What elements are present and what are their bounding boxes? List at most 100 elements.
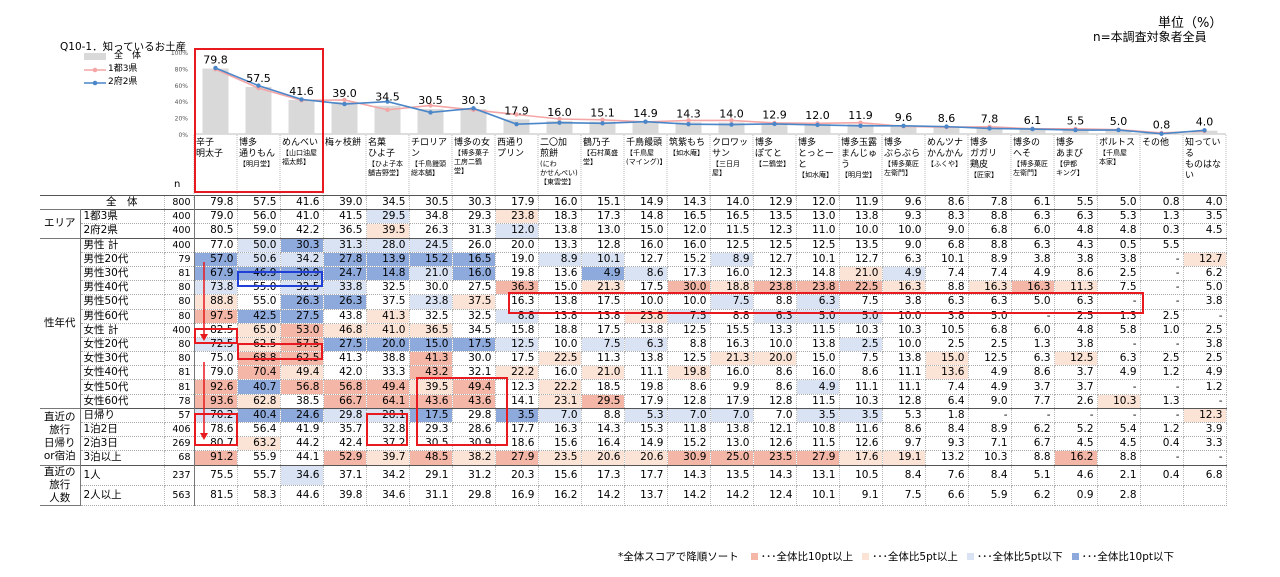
cell: 5.0 xyxy=(1097,194,1141,211)
cell: 15.2 xyxy=(667,252,711,267)
bar-17 xyxy=(890,126,917,134)
point-s2-18 xyxy=(944,124,949,129)
cell: 13.7 xyxy=(624,485,668,506)
cell: 97.5 xyxy=(194,309,238,324)
cell: 13.8 xyxy=(538,223,582,239)
column-name: 辛子 明太子 xyxy=(196,138,224,159)
cell: 88.8 xyxy=(194,294,238,310)
cell: 62.5 xyxy=(237,337,281,353)
cell: - xyxy=(1140,450,1184,466)
point-s2-5 xyxy=(385,99,390,104)
cell: 66.7 xyxy=(323,394,367,409)
bar-16 xyxy=(847,124,874,134)
point-s2-3 xyxy=(299,97,304,102)
cell: 13.3 xyxy=(753,323,797,338)
cell: 14.3 xyxy=(753,464,797,486)
group-label: 直近の旅行 人数 xyxy=(40,464,81,506)
cell: 5.0 xyxy=(796,309,840,324)
cell: 29.8 xyxy=(323,407,367,424)
row-n: 237 xyxy=(164,464,195,486)
cell: 30.9 xyxy=(667,450,711,466)
column-name: 博多 あまび xyxy=(1056,138,1084,159)
cell: 2.6 xyxy=(1054,394,1098,409)
bar-19 xyxy=(976,127,1003,134)
cell: 50.0 xyxy=(237,237,281,253)
cell: 31.1 xyxy=(409,485,453,506)
cell: 4.8 xyxy=(1097,223,1141,239)
cell: 7.5 xyxy=(667,309,711,324)
cell: 1.2 xyxy=(1183,379,1227,395)
cell: 3.5 xyxy=(1183,209,1227,225)
point-s2-1 xyxy=(213,65,218,71)
cell: 16.5 xyxy=(452,252,496,267)
column-header-13: クロワッ サン 【三日月 屋】 xyxy=(712,138,752,178)
legend-pref2: 2府2県 xyxy=(84,76,141,89)
cell: 2.5 xyxy=(839,337,883,353)
cell: 11.5 xyxy=(796,394,840,409)
cell: 9.6 xyxy=(882,194,926,211)
cell: 8.6 xyxy=(1054,266,1098,282)
cell: 16.3 xyxy=(882,280,926,296)
cell: 15.1 xyxy=(581,194,625,211)
point-s1-4 xyxy=(342,97,347,103)
cell: 43.6 xyxy=(452,394,496,409)
cell: 32.1 xyxy=(452,365,496,381)
row-n: 81 xyxy=(164,365,195,381)
cell: 32.5 xyxy=(366,280,410,296)
point-s2-16 xyxy=(858,123,863,128)
legend-pref2-label: 2府2県 xyxy=(108,77,138,87)
cell: 37.5 xyxy=(366,294,410,310)
cell: 78.6 xyxy=(194,422,238,438)
legend-metro3-swatch xyxy=(84,67,106,72)
cell: 10.1 xyxy=(796,252,840,267)
column-name: 梅ヶ枝餅 xyxy=(325,138,362,148)
cell: 18.8 xyxy=(538,323,582,338)
cell: 10.1 xyxy=(796,485,840,506)
cell: 12.1 xyxy=(753,422,797,438)
row-n: 80 xyxy=(164,294,195,310)
cell: 12.0 xyxy=(495,223,539,239)
column-header-12: 筑紫もち 【如水庵】 xyxy=(669,138,709,158)
table-row: 男性50代 80 88.8 55.0 26.3 26.3 37.5 23.8 37.5 16.3 1… xyxy=(40,294,1227,310)
cell: 10.0 xyxy=(538,337,582,353)
cell: 24.6 xyxy=(280,407,324,424)
point-s1-16 xyxy=(858,120,863,125)
cell: 10.1 xyxy=(925,252,969,267)
table-row: 直近の旅行 人数 1人 237 75.5 55.7 34.6 37.1 34.2 29.1 31.… xyxy=(40,464,1227,506)
cell: 62.5 xyxy=(280,351,324,367)
cell: 8.4 xyxy=(968,464,1012,486)
cell: 3.8 xyxy=(1097,252,1141,267)
cell: 7.4 xyxy=(925,379,969,395)
value-label-11: 14.9 xyxy=(633,107,658,120)
cell: 17.7 xyxy=(624,464,668,486)
cell: 13.8 xyxy=(538,309,582,324)
cell: 12.7 xyxy=(624,252,668,267)
cell: 9.9 xyxy=(710,379,754,395)
column-name: 鶴乃子 xyxy=(583,138,611,148)
point-s2-17 xyxy=(901,123,906,128)
cell: 42.0 xyxy=(323,365,367,381)
cell: 77.0 xyxy=(194,237,238,253)
cell: 26.3 xyxy=(323,294,367,310)
cell: - xyxy=(1140,407,1184,424)
row-label: 3泊以上 xyxy=(80,450,165,466)
value-label-12: 14.3 xyxy=(676,107,701,120)
cell: 8.8 xyxy=(581,407,625,424)
cell: 2.5 xyxy=(1140,351,1184,367)
cell: 8.4 xyxy=(882,464,926,486)
row-label: 2府2県 xyxy=(80,223,165,239)
cell: 16.0 xyxy=(667,237,711,253)
table-row: 女性40代 81 79.0 70.4 49.4 42.0 33.3 43.2 32.1 22.2 1… xyxy=(40,365,1227,381)
cell: 19.1 xyxy=(882,450,926,466)
cell: 75.0 xyxy=(194,351,238,367)
cell: 2.5 xyxy=(925,337,969,353)
cell: 7.5 xyxy=(1097,280,1141,296)
cell: 8.6 xyxy=(925,194,969,211)
cell: 41.3 xyxy=(366,309,410,324)
cell: 9.3 xyxy=(925,436,969,452)
bar-14 xyxy=(761,123,788,134)
cell: 0.4 xyxy=(1140,436,1184,452)
cell: 8.8 xyxy=(667,337,711,353)
cell: 13.8 xyxy=(839,209,883,225)
column-maker: 【伊都 キング】 xyxy=(1056,160,1084,177)
